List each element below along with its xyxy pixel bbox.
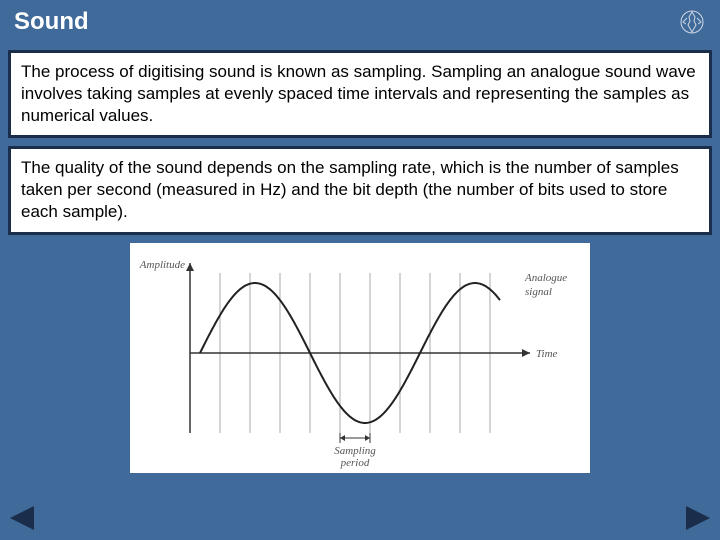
svg-text:Amplitude: Amplitude <box>139 259 185 271</box>
slide-header: Sound <box>0 0 720 44</box>
paragraph-2-text: The quality of the sound depends on the … <box>21 158 679 221</box>
content-area: The process of digitising sound is known… <box>0 44 720 473</box>
next-arrow-icon[interactable] <box>680 502 716 539</box>
paragraph-box-1: The process of digitising sound is known… <box>8 50 712 138</box>
slide-title: Sound <box>14 8 89 36</box>
paragraph-box-2: The quality of the sound depends on the … <box>8 146 712 234</box>
prev-arrow-icon[interactable] <box>4 502 40 539</box>
svg-text:signal: signal <box>525 286 552 298</box>
svg-text:Time: Time <box>536 348 558 360</box>
paragraph-1-text: The process of digitising sound is known… <box>21 62 696 125</box>
diagram-container: Amplitude Time Analogue signal Samplingperio… <box>8 243 712 473</box>
svg-text:Analogue: Analogue <box>524 272 567 284</box>
waveform-diagram: Amplitude Time Analogue signal Samplingperio… <box>130 243 590 473</box>
svg-text:period: period <box>340 457 370 469</box>
footer-nav <box>0 500 720 540</box>
logo-icon <box>678 8 706 36</box>
svg-text:Sampling: Sampling <box>334 445 376 457</box>
